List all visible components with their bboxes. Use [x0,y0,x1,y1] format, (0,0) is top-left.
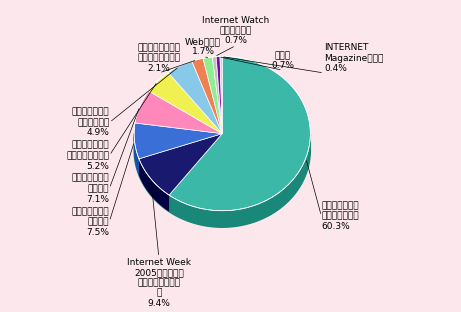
Polygon shape [139,134,222,195]
Polygon shape [169,56,310,211]
Text: INTERNET
Magazineの広告
0.4%: INTERNET Magazineの広告 0.4% [324,43,384,73]
Text: Internet Watch
のバナー広告
0.7%: Internet Watch のバナー広告 0.7% [202,16,270,46]
Text: 同僚、知人など
の口コミ
7.5%: 同僚、知人など の口コミ 7.5% [71,207,109,236]
Polygon shape [135,91,222,134]
Polygon shape [134,134,139,175]
Polygon shape [169,136,310,227]
Text: Webサイト
1.7%: Webサイト 1.7% [185,37,221,56]
Polygon shape [220,56,222,134]
Text: その他
0.7%: その他 0.7% [272,51,294,70]
Polygon shape [134,134,310,227]
Polygon shape [203,57,222,134]
Polygon shape [192,58,222,134]
Polygon shape [134,123,222,159]
Text: Internet Week
2005事務局から
のアナウンスメー
ル
9.4%: Internet Week 2005事務局から のアナウンスメー ル 9.4% [127,257,191,308]
Text: 郵送ダイレクト
メールハガキ
4.9%: 郵送ダイレクト メールハガキ 4.9% [71,108,109,138]
Text: 上司・指導教官
のすすめ
7.1%: 上司・指導教官 のすすめ 7.1% [71,174,109,204]
Text: メールマガジン／
メーリングリスト
2.1%: メールマガジン／ メーリングリスト 2.1% [137,43,180,73]
Polygon shape [212,57,222,134]
Polygon shape [149,73,222,134]
Polygon shape [168,61,222,134]
Text: 過去に参加した
ことがあるため
60.3%: 過去に参加した ことがあるため 60.3% [321,201,359,231]
Text: 参加団体からの
アナウンスメール
5.2%: 参加団体からの アナウンスメール 5.2% [66,141,109,171]
Polygon shape [216,56,222,134]
Polygon shape [139,159,169,212]
